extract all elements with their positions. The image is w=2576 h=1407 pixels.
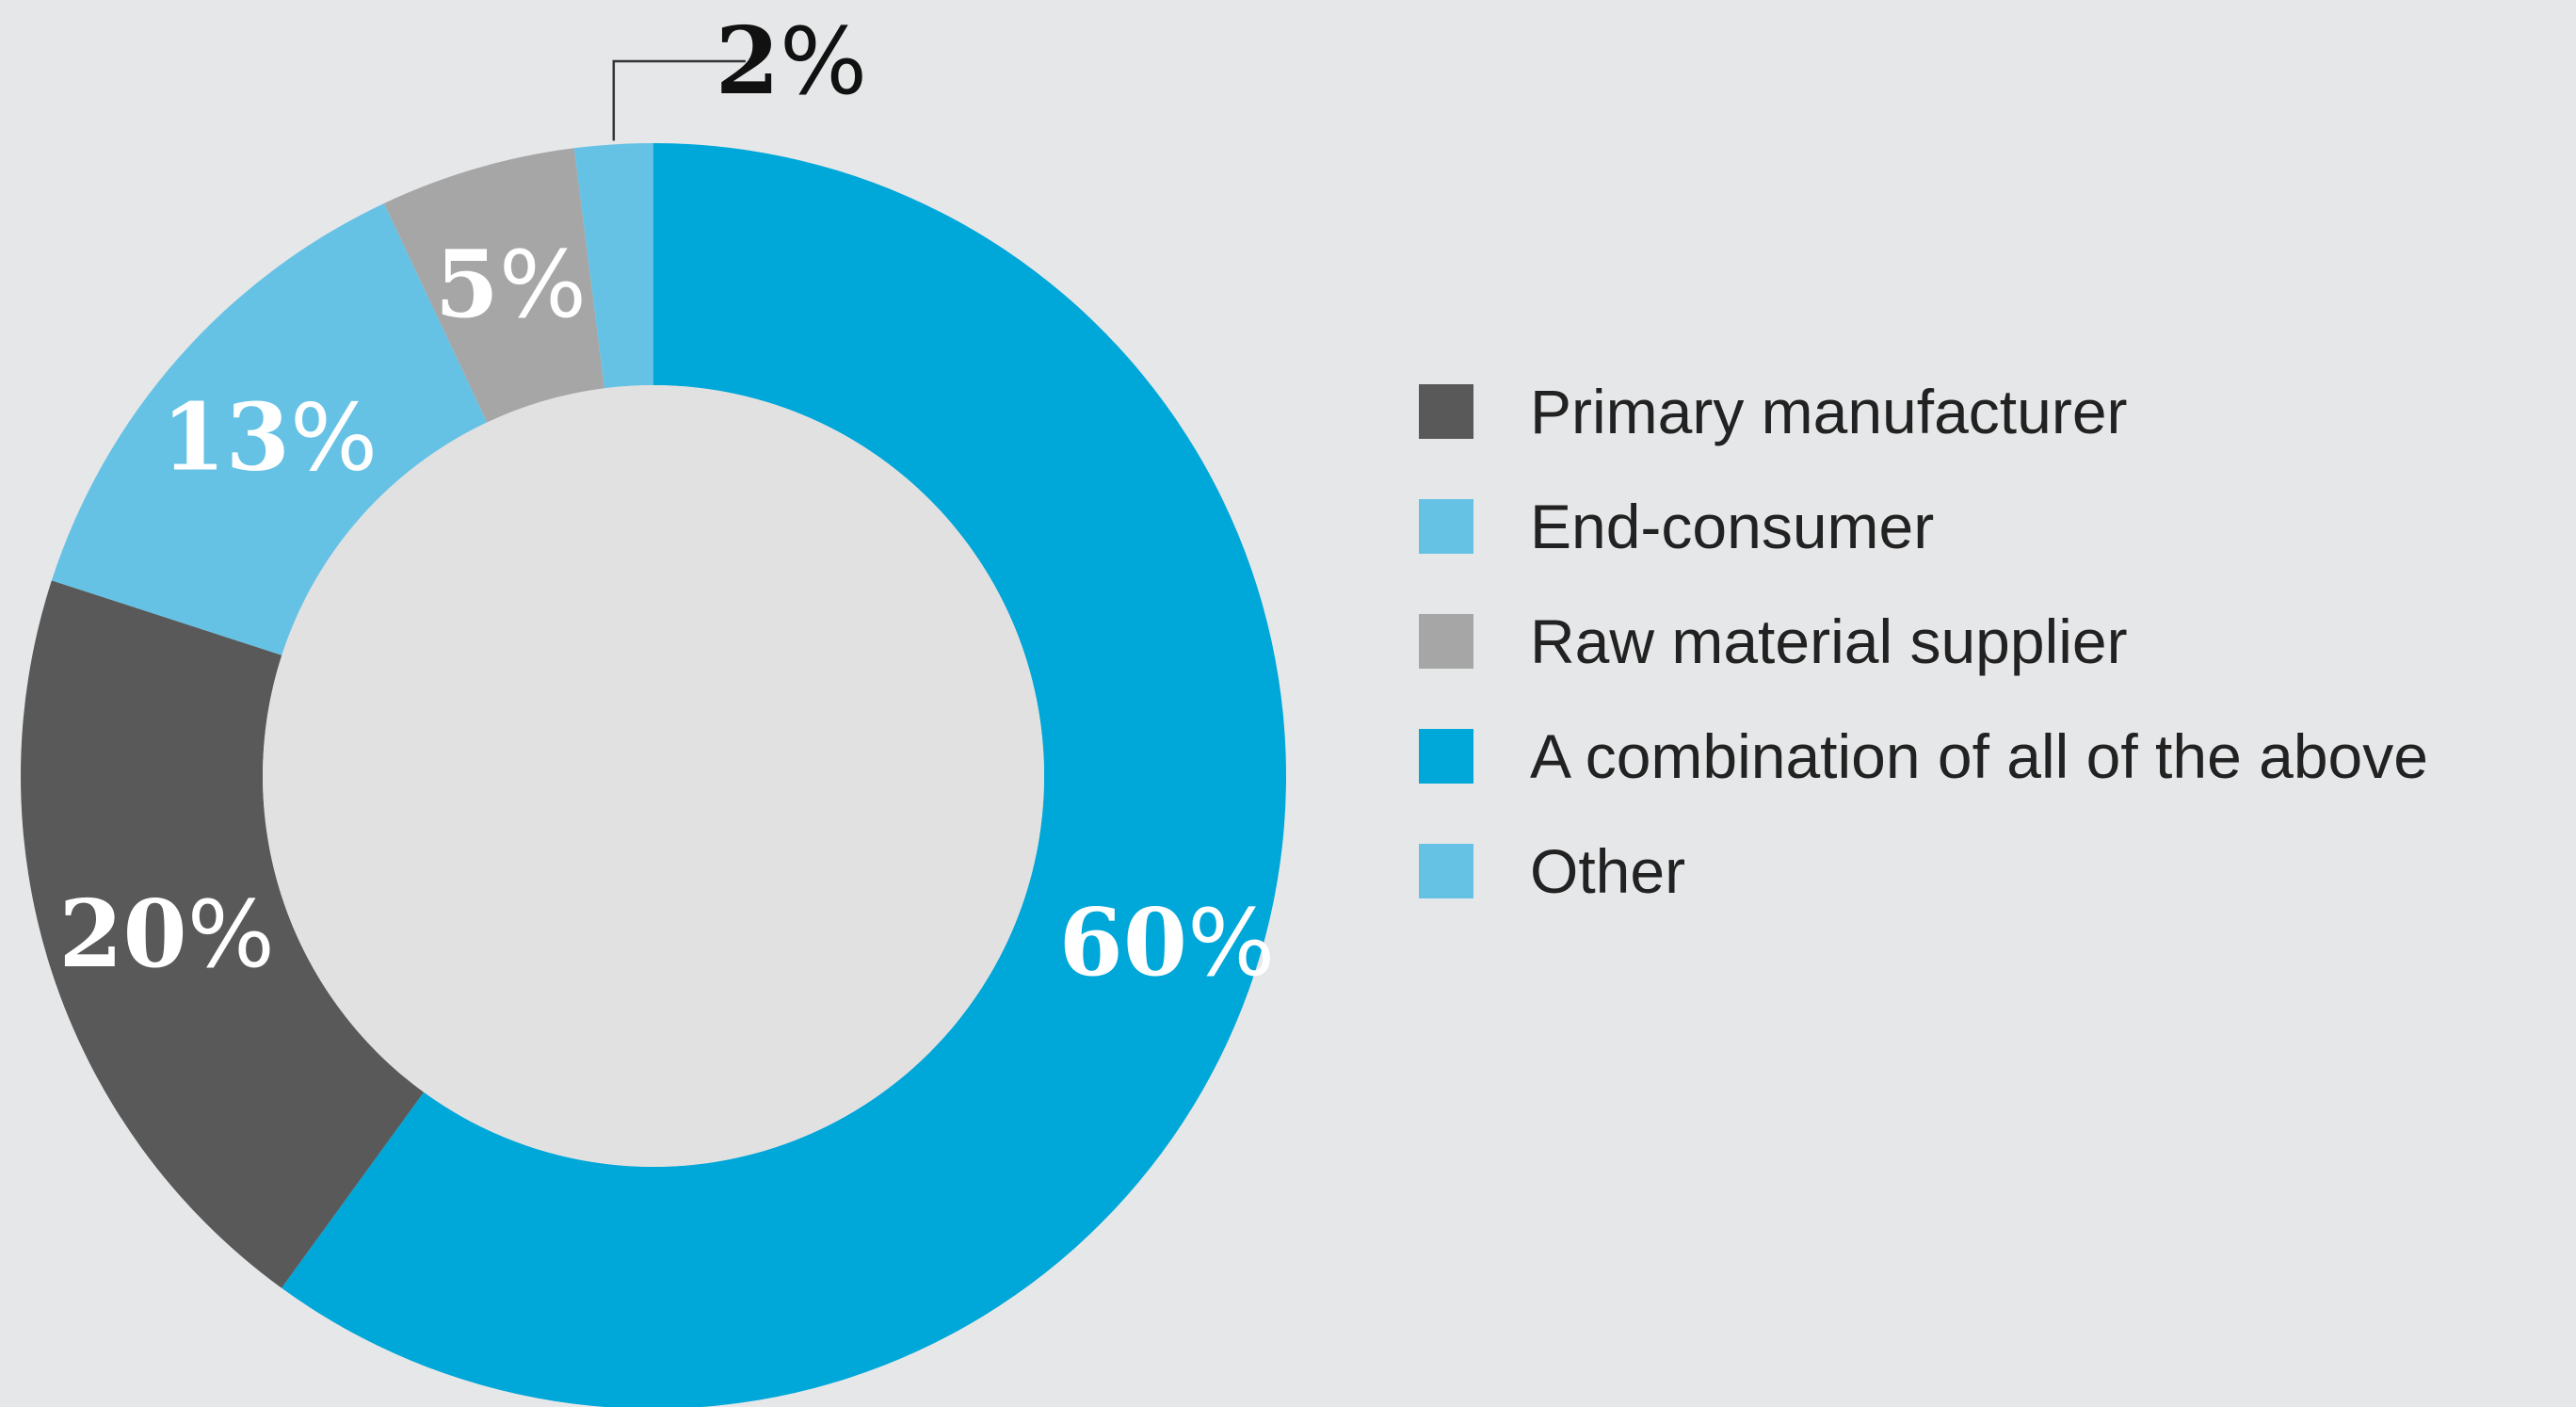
slice-a-combination-of-all-of-the-above: [282, 143, 1286, 1407]
donut-hole: [263, 385, 1044, 1167]
legend-item-primary-manufacturer: Primary manufacturer: [1419, 377, 2128, 446]
callout-line: [612, 59, 746, 141]
legend-item-raw-material-supplier: Raw material supplier: [1419, 606, 2128, 676]
legend-label: Other: [1530, 836, 1685, 906]
legend-label: Primary manufacturer: [1530, 377, 2128, 446]
legend-label: Raw material supplier: [1530, 606, 2128, 676]
slice-label-other: 2%: [716, 8, 867, 116]
legend-swatch: [1419, 844, 1473, 898]
legend-swatch: [1419, 729, 1473, 784]
slice-label-primary-manufacturer: 20%: [58, 881, 275, 989]
legend-label: End-consumer: [1530, 492, 1934, 561]
legend-swatch: [1419, 384, 1473, 439]
callout: 2%: [612, 8, 867, 141]
legend-label: A combination of all of the above: [1530, 721, 2428, 791]
legend-swatch: [1419, 499, 1473, 554]
donut-slices: [21, 143, 1286, 1407]
slice-other: [573, 143, 653, 389]
slice-raw-material-supplier: [383, 148, 604, 423]
slice-labels: 60% 20% 13% 5%: [58, 231, 1275, 997]
slice-label-a-combination-of-all-of-the-above: 60%: [1059, 889, 1276, 997]
legend: Primary manufacturer End-consumer Raw mate…: [1419, 377, 2428, 906]
slice-primary-manufacturer: [21, 580, 425, 1288]
slice-label-raw-material-supplier: 5%: [435, 231, 587, 339]
slice-label-end-consumer: 13%: [162, 384, 378, 493]
legend-item-a-combination-of-all-of-the-above: A combination of all of the above: [1419, 721, 2428, 791]
slice-end-consumer: [51, 202, 488, 655]
legend-item-other: Other: [1419, 836, 1685, 906]
legend-item-end-consumer: End-consumer: [1419, 492, 1934, 561]
legend-swatch: [1419, 614, 1473, 669]
